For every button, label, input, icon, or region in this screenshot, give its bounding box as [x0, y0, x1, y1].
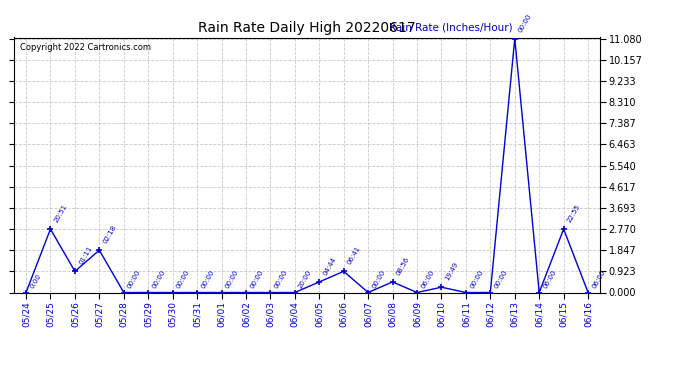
Text: 06:41: 06:41	[346, 245, 362, 266]
Text: 00:00: 00:00	[273, 269, 288, 290]
Text: 00:00: 00:00	[200, 269, 215, 290]
Text: 00:00: 00:00	[518, 12, 533, 33]
Text: 00:00: 00:00	[469, 269, 484, 290]
Text: Rain Rate (Inches/Hour): Rain Rate (Inches/Hour)	[389, 22, 513, 32]
Text: 00:00: 00:00	[126, 269, 142, 290]
Text: 00:00: 00:00	[248, 269, 264, 290]
Text: 08:56: 08:56	[395, 256, 411, 276]
Title: Rain Rate Daily High 20220617: Rain Rate Daily High 20220617	[198, 21, 416, 35]
Text: 01:11: 01:11	[78, 245, 93, 266]
Text: 19:49: 19:49	[444, 261, 460, 282]
Text: 06:00: 06:00	[542, 269, 558, 290]
Text: Copyright 2022 Cartronics.com: Copyright 2022 Cartronics.com	[19, 43, 150, 52]
Text: 00:00: 00:00	[151, 269, 166, 290]
Text: 00:00: 00:00	[224, 269, 239, 290]
Text: 00:00: 00:00	[371, 269, 386, 290]
Text: 06:00: 06:00	[420, 269, 435, 290]
Text: 20:00: 20:00	[297, 269, 313, 290]
Text: 22:55: 22:55	[566, 203, 582, 223]
Text: 04:44: 04:44	[322, 256, 337, 276]
Text: 02:18: 02:18	[102, 224, 117, 245]
Text: 0:00: 0:00	[29, 273, 42, 290]
Text: 06:00: 06:00	[591, 269, 607, 290]
Text: 20:51: 20:51	[53, 203, 68, 223]
Text: 00:00: 00:00	[493, 269, 509, 290]
Text: 00:00: 00:00	[175, 269, 191, 290]
